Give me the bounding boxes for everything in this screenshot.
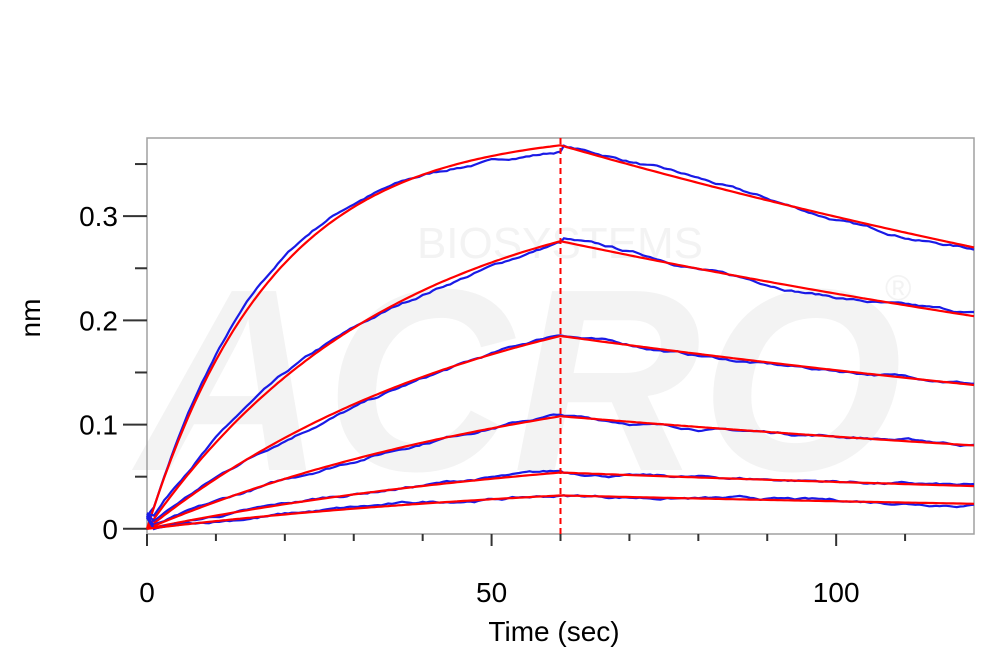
x-tick-label: 50 <box>476 577 507 608</box>
y-tick-label: 0.3 <box>79 201 118 232</box>
fit-curve-6 <box>146 494 975 530</box>
fit-curve-1 <box>145 144 975 530</box>
x-tick-label: 0 <box>139 577 155 608</box>
watermark-text: ACRO <box>129 236 903 526</box>
tick-labels: 0 50 100 0 0.1 0.2 0.3 <box>79 201 859 608</box>
fit-curve-3 <box>146 334 975 530</box>
y-tick-label: 0.1 <box>79 410 118 441</box>
y-tick-label: 0 <box>102 514 118 545</box>
fit-curve-4 <box>146 415 975 530</box>
curves <box>145 138 975 534</box>
x-tick-label: 100 <box>813 577 860 608</box>
x-axis-title: Time (sec) <box>488 616 619 647</box>
watermark: ACRO BIOSYSTEMS ® <box>129 219 911 526</box>
watermark-mark: ® <box>885 267 912 308</box>
y-axis-title: nm <box>15 299 46 338</box>
axis-ticks <box>123 163 907 546</box>
y-tick-label: 0.2 <box>79 305 118 336</box>
